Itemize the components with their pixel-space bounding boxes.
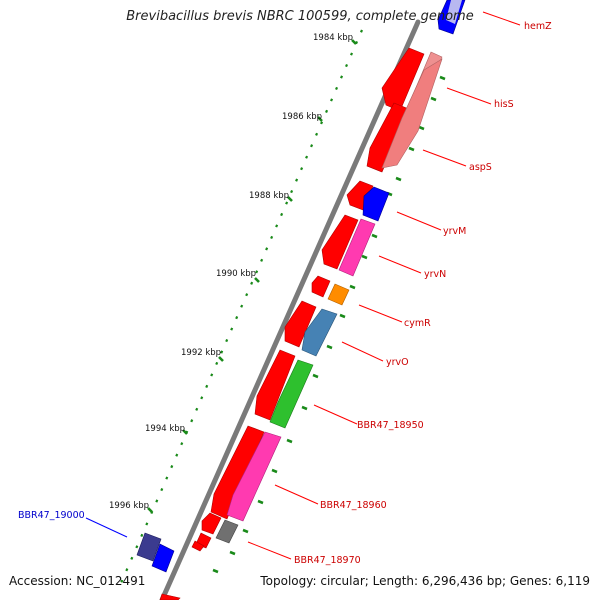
feature-18960 [226,431,282,522]
tick-1996 [147,507,153,513]
gene-arrow-small-2 [191,540,205,552]
gene-labels: hemZ hisS aspS yrvM yrvN cymR yrvO BBR47… [18,21,552,566]
accession-label: Accession: NC_012491 [9,574,146,588]
connector-yrvO [341,341,384,362]
gene-label-hemZ: hemZ [524,21,552,32]
tick-1990 [254,277,260,283]
genome-backbone [159,19,421,600]
feature-yrvO [301,308,338,357]
scale-label-1988: 1988 kbp [249,191,289,201]
genome-title: Brevibacillus brevis NBRC 100599, comple… [126,9,474,24]
gene-label-aspS: aspS [469,162,492,173]
scale-labels: 1984 kbp 1986 kbp 1988 kbp 1990 kbp 1992… [109,33,353,511]
gene-arrow-18950 [254,349,296,421]
gene-arrow-bottom [159,593,181,600]
gene-arrow-yrvM [346,180,374,211]
connector-aspS [422,149,467,167]
tick-1992 [218,356,224,362]
feature-18970 [215,519,239,544]
scale-label-1984: 1984 kbp [313,33,353,43]
connector-cymR [358,304,403,323]
gene-arrow-yrvO [284,300,317,348]
scale-label-1986: 1986 kbp [282,112,322,122]
scale-label-1990: 1990 kbp [216,269,256,279]
feature-color-track [215,0,466,544]
feature-19000-navy [136,532,162,562]
scale-major-ticks [147,39,357,513]
scale-label-1996: 1996 kbp [109,501,149,511]
forward-gene-track [159,47,425,600]
gene-label-18960: BBR47_18960 [320,500,387,511]
gene-label-yrvN: yrvN [424,269,446,280]
feature-bbr47-19000 [136,532,175,573]
connector-hemZ [482,11,521,26]
connector-yrvN [378,255,422,274]
gene-label-yrvO: yrvO [386,357,409,368]
feature-yrvN [338,218,376,277]
gene-label-yrvM: yrvM [443,226,466,237]
tick-1994 [182,429,188,435]
gene-label-18950: BBR47_18950 [357,420,424,431]
feature-18950 [269,359,314,429]
gene-label-19000: BBR47_19000 [18,510,85,521]
connector-yrvM [396,211,442,231]
feature-cymR [327,283,350,306]
gene-arrow-18970 [201,512,222,535]
tick-1984 [351,39,357,45]
gene-label-hisS: hisS [494,99,514,110]
gene-arrow-18960 [210,425,265,520]
feature-19000-blue [151,543,175,573]
gene-label-18970: BBR47_18970 [294,555,361,566]
connector-19000 [85,517,128,538]
gene-label-cymR: cymR [404,318,431,329]
tick-1988 [287,196,293,202]
genome-summary-label: Topology: circular; Length: 6,296,436 bp… [260,574,590,588]
feature-track-dashes [212,75,446,574]
connector-18950 [313,404,358,425]
gene-label-connectors [85,11,521,560]
connector-18970 [247,541,292,560]
feature-yrvM [362,186,390,222]
gene-arrow-cymR [311,275,331,298]
scale-label-1994: 1994 kbp [145,424,185,434]
connector-hisS [446,87,492,105]
tick-1986 [317,116,323,122]
feature-aspS [381,58,443,169]
connector-18960 [274,484,319,505]
feature-hemZ-light [446,0,462,24]
scale-label-1992: 1992 kbp [181,348,221,358]
gene-arrow-yrvN [321,214,359,270]
scale-dotted-line [116,29,364,591]
